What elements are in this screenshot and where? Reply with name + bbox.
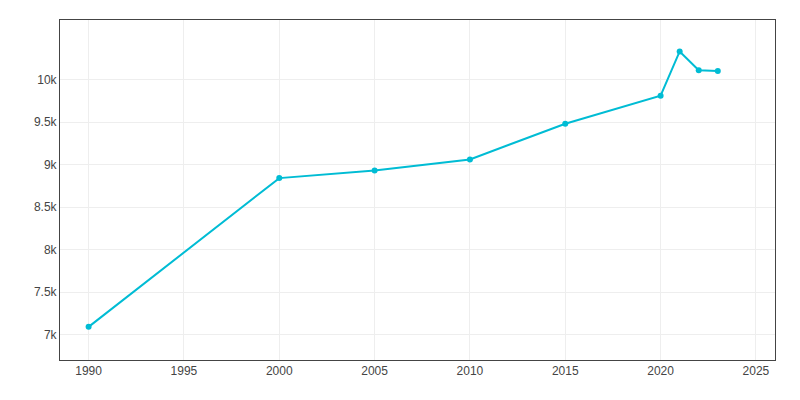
svg-text:7.5k: 7.5k (34, 285, 58, 299)
svg-text:2025: 2025 (743, 364, 770, 378)
svg-text:1995: 1995 (171, 364, 198, 378)
svg-text:2020: 2020 (647, 364, 674, 378)
svg-text:9k: 9k (44, 158, 58, 172)
svg-text:2000: 2000 (266, 364, 293, 378)
svg-text:8.5k: 8.5k (34, 200, 58, 214)
svg-text:8k: 8k (44, 243, 58, 257)
svg-text:2015: 2015 (552, 364, 579, 378)
svg-text:2005: 2005 (361, 364, 388, 378)
svg-text:2010: 2010 (457, 364, 484, 378)
svg-text:10k: 10k (37, 73, 57, 87)
svg-text:7k: 7k (44, 328, 58, 342)
svg-text:9.5k: 9.5k (34, 115, 58, 129)
svg-text:1990: 1990 (75, 364, 102, 378)
